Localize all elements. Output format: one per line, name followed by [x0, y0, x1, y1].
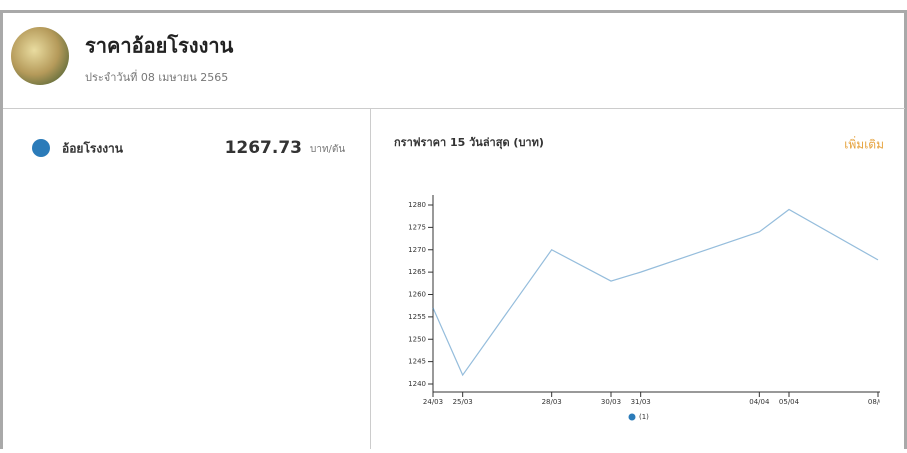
line-series [432, 208, 879, 377]
x-tick-label: 24/03 [423, 398, 443, 406]
chart: 1240 1245 1250 1255 1260 1265 1270 1275 1280 24/0… [408, 195, 889, 421]
y-tick-label: 1265 [408, 268, 426, 276]
x-tick-label: 30/03 [601, 398, 621, 406]
y-tick-label: 1275 [408, 223, 426, 231]
price-unit: บาท/ตัน [310, 144, 345, 155]
y-tick-label: 1245 [408, 358, 426, 366]
avatar [11, 27, 69, 85]
y-tick-label: 1280 [408, 201, 426, 209]
header-subtitle: ประจำวันที่ 08 เมษายน 2565 [85, 69, 228, 84]
x-tick-label: 28/03 [542, 398, 562, 406]
series-dot [32, 139, 50, 157]
y-tick-label: 1240 [408, 380, 426, 388]
y-tick-label: 1260 [408, 291, 426, 299]
y-tick-label: 1255 [408, 313, 426, 321]
x-tick-label: 04/04 [749, 398, 770, 406]
x-tick-label: 05/04 [779, 398, 800, 406]
x-tick-label: 25/03 [453, 398, 473, 406]
x-tick-label: 31/03 [631, 398, 651, 406]
price-value: 1267.73 [225, 138, 302, 158]
header-title: ราคาอ้อยโรงงาน [85, 34, 234, 58]
legend-marker [628, 413, 636, 421]
y-tick-label: 1250 [408, 335, 426, 343]
chart-title: กราฟราคา 15 วันล่าสุด (บาท) [394, 136, 544, 150]
price-name: อ้อยโรงงาน [62, 141, 124, 156]
legend-label: (1) [639, 413, 649, 421]
x-tick-label: 08/04 [868, 398, 889, 406]
more-link[interactable]: เพิ่มเติม [844, 136, 884, 152]
y-tick-label: 1270 [408, 246, 426, 254]
